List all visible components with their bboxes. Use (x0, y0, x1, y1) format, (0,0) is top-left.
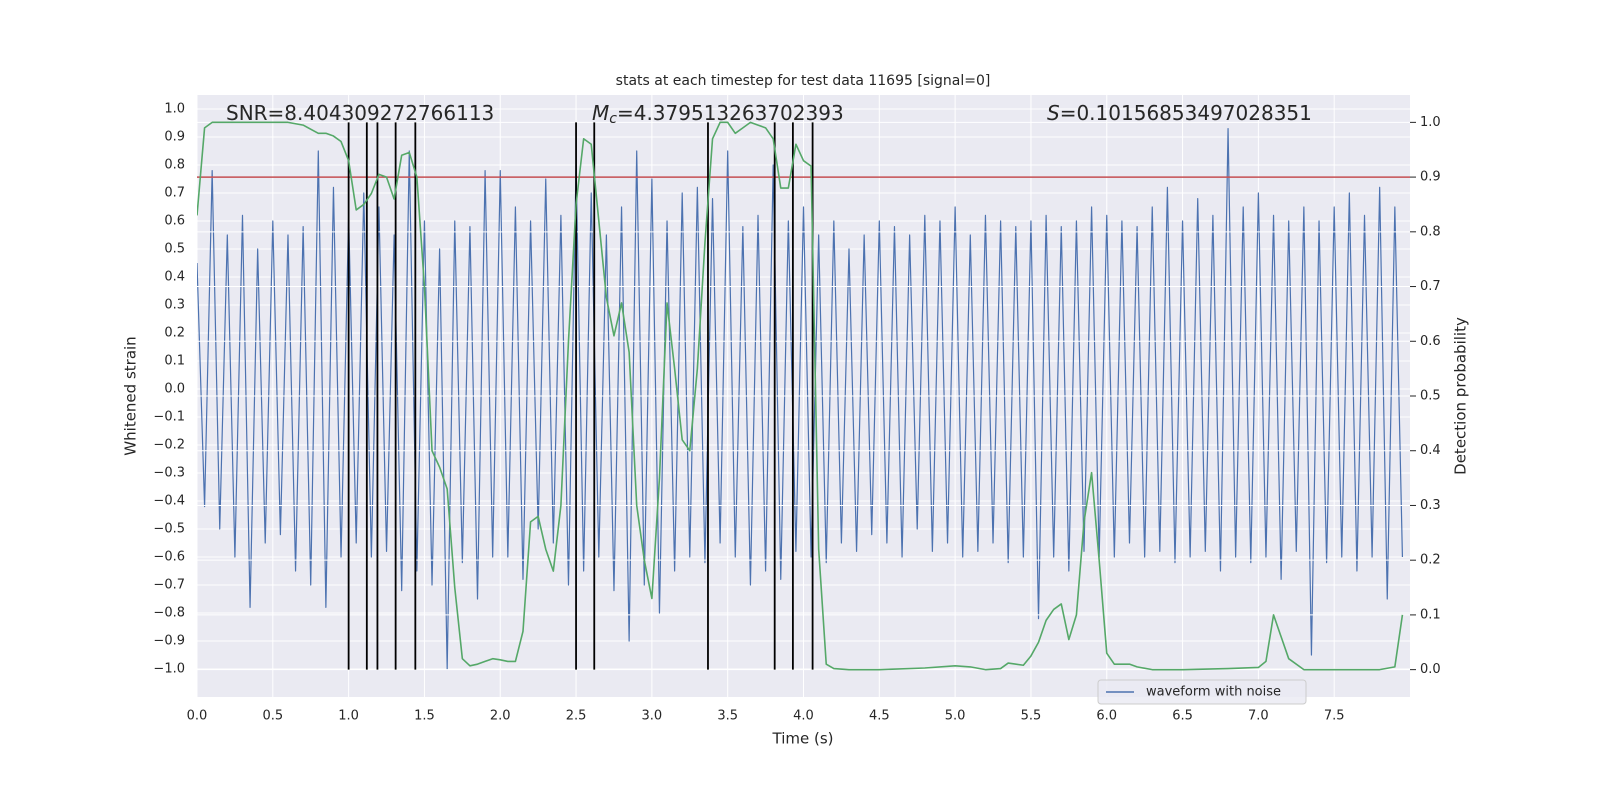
y-tick-label: 0.5 (164, 242, 185, 257)
annotation-symbol: M (592, 101, 609, 125)
labels: 0.0 0.5 1.0 1.5 2.0 2.5 3.0 3.5 4.0 4.5 5.0 5.5 6.0 6… (153, 102, 1440, 724)
annotation-text: =4.379513263702393 (617, 101, 844, 125)
y-tick-label: −0.7 (153, 578, 185, 593)
y-tick-label: 0.6 (164, 214, 185, 229)
y-axis-label: Whitened strain (122, 336, 140, 455)
x-tick-label: 6.0 (1096, 709, 1117, 724)
x-tick-label: 4.5 (869, 709, 890, 724)
x-tick-label: 7.0 (1248, 709, 1269, 724)
y-tick-label: −0.5 (153, 522, 185, 537)
x-tick-label: 5.5 (1021, 709, 1042, 724)
chart-title: stats at each timestep for test data 116… (616, 73, 991, 89)
annotation-text: =0.10156853497028351 (1060, 101, 1312, 125)
y-tick-label: 0.8 (164, 158, 185, 173)
y2-tick-label: 0.9 (1420, 170, 1441, 185)
y2-tick-label: 1.0 (1420, 115, 1441, 130)
x-tick-label: 4.0 (793, 709, 814, 724)
y2-tick-label: 0.7 (1420, 279, 1441, 294)
y2-axis-label: Detection probability (1452, 317, 1470, 475)
y-tick-label: 0.1 (164, 354, 185, 369)
y2-tick-label: 0.1 (1420, 607, 1441, 622)
y2-tick-label: 0.6 (1420, 334, 1441, 349)
x-tick-label: 5.0 (945, 709, 966, 724)
y2-tick-label: 0.0 (1420, 662, 1441, 677)
y2-tick-label: 0.2 (1420, 553, 1441, 568)
y-tick-label: 0.7 (164, 186, 185, 201)
annotation: Mc=4.379513263702393 (592, 101, 844, 128)
overlay (197, 121, 1410, 671)
x-tick-label: 2.0 (490, 709, 511, 724)
y-tick-label: 0.9 (164, 130, 185, 145)
x-tick-label: 0.5 (262, 709, 283, 724)
x-tick-label: 6.5 (1172, 709, 1193, 724)
annotations: SNR=8.404309272766113 Mc=4.37951326370239… (226, 101, 1312, 128)
y-tick-label: −0.9 (153, 634, 185, 649)
y-tick-label: 0.2 (164, 326, 185, 341)
series-line (197, 128, 1404, 670)
y-tick-label: −0.4 (153, 494, 185, 509)
y2-tick-label: 0.4 (1420, 443, 1441, 458)
annotation: SNR=8.404309272766113 (226, 101, 494, 125)
y2-tick-label: 0.5 (1420, 389, 1441, 404)
legend: waveform with noise (1097, 679, 1307, 705)
annotation-text: SNR=8.404309272766113 (226, 101, 494, 125)
series-line (197, 121, 1404, 671)
x-tick-label: 1.5 (414, 709, 435, 724)
y2-tick-label: 0.8 (1420, 224, 1441, 239)
y-tick-label: −0.6 (153, 550, 185, 565)
annotation-subscript: c (609, 111, 617, 127)
marks (197, 128, 1404, 670)
y-tick-label: 1.0 (164, 102, 185, 117)
y-tick-label: −0.2 (153, 438, 185, 453)
y-tick-label: −1.0 (153, 662, 185, 677)
x-tick-label: 7.5 (1324, 709, 1345, 724)
y-tick-label: −0.3 (153, 466, 185, 481)
y-tick-label: −0.8 (153, 606, 185, 621)
x-tick-label: 1.0 (338, 709, 359, 724)
x-tick-label: 3.5 (717, 709, 738, 724)
x-tick-label: 0.0 (187, 709, 208, 724)
x-tick-label: 3.0 (642, 709, 663, 724)
y2-tick-label: 0.3 (1420, 498, 1441, 513)
y-tick-label: 0.3 (164, 298, 185, 313)
y-tick-label: −0.1 (153, 410, 185, 425)
annotation-symbol: S (1047, 101, 1060, 125)
y-tick-label: 0.4 (164, 270, 185, 285)
y-tick-label: 0.0 (164, 382, 185, 397)
legend-label: waveform with noise (1146, 685, 1281, 700)
x-axis-label: Time (s) (772, 730, 834, 748)
x-tick-label: 2.5 (566, 709, 587, 724)
annotation: S=0.10156853497028351 (1047, 101, 1312, 125)
legend-box (1097, 679, 1307, 705)
